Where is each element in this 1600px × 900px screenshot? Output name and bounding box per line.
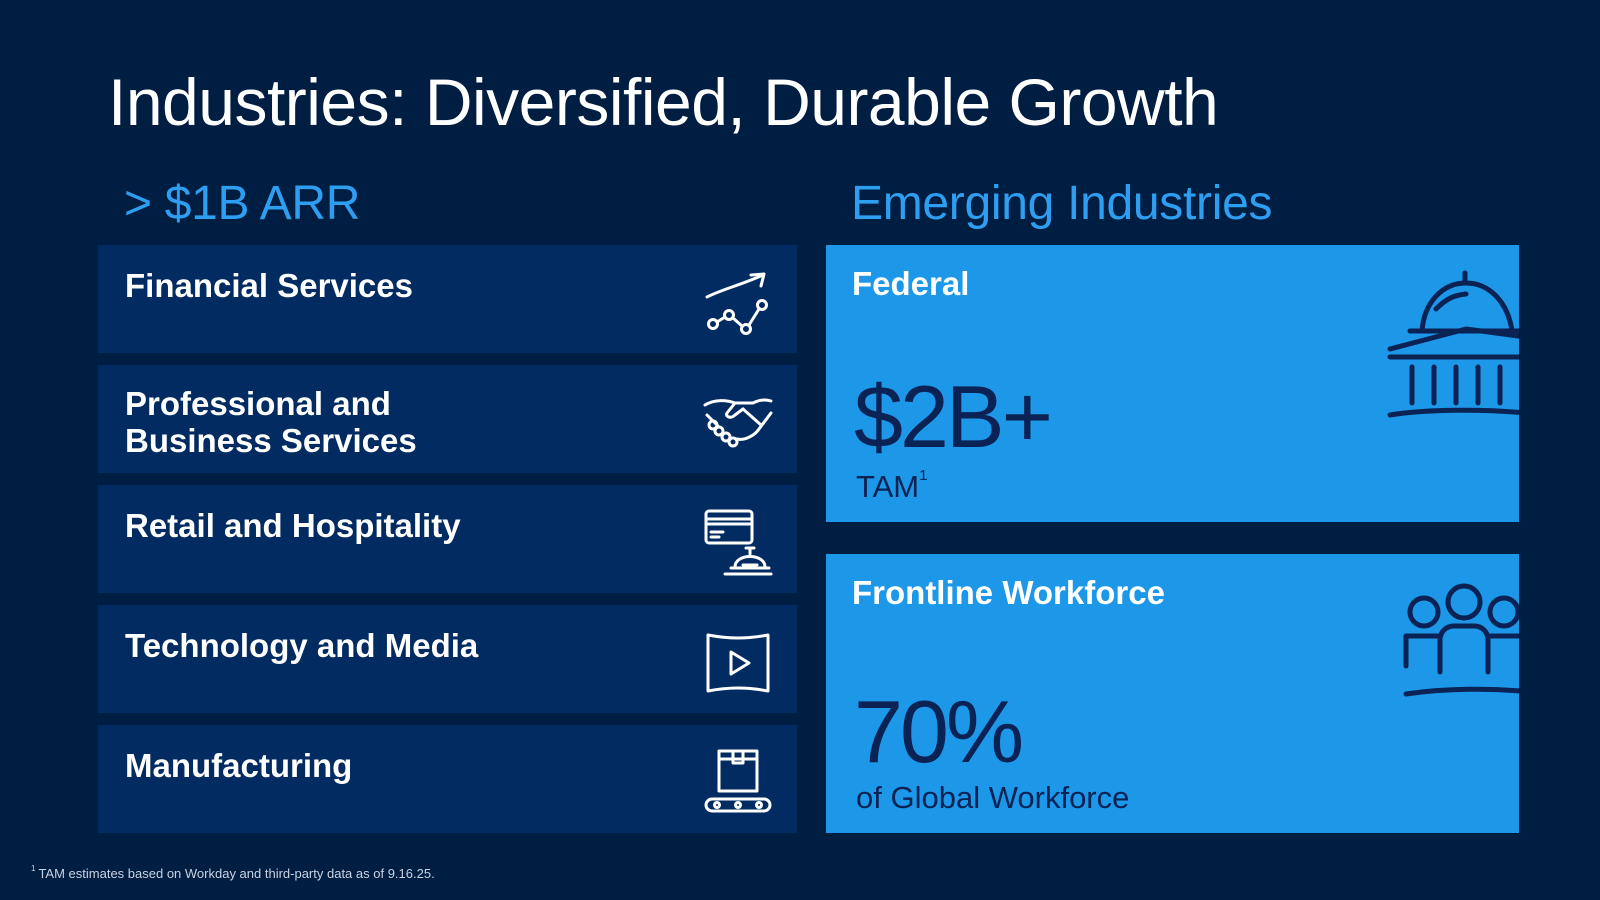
emerging-value: $2B+ — [854, 367, 1053, 466]
emerging-sub-text: of Global Workforce — [856, 780, 1130, 815]
industry-card-manufacturing: Manufacturing — [98, 725, 797, 833]
emerging-sub: TAM1 — [856, 467, 928, 505]
emerging-sub-text: TAM — [856, 469, 920, 504]
industry-label: Retail and Hospitality — [125, 507, 461, 544]
emerging-label: Federal — [852, 265, 970, 302]
people-group-icon — [1402, 582, 1519, 712]
industry-label: Professional and Business Services — [125, 385, 417, 459]
industry-label: Technology and Media — [125, 627, 479, 664]
footnote-text: TAM estimates based on Workday and third… — [38, 866, 435, 881]
footnote: 1 TAM estimates based on Workday and thir… — [31, 864, 435, 881]
emerging-card-frontline: Frontline Workforce 70% of Global Workfo… — [826, 554, 1519, 833]
industry-card-technology: Technology and Media — [98, 605, 797, 713]
card-and-bell-icon — [701, 505, 775, 579]
footnote-mark: 1 — [919, 467, 928, 484]
emerging-sub: of Global Workforce — [856, 780, 1129, 816]
box-conveyor-icon — [701, 745, 775, 819]
industry-label: Financial Services — [125, 267, 413, 304]
arr-heading: > $1B ARR — [124, 177, 361, 230]
emerging-heading: Emerging Industries — [851, 177, 1273, 230]
footnote-mark: 1 — [31, 864, 36, 873]
industry-card-financial: Financial Services — [98, 245, 797, 353]
industry-card-professional: Professional and Business Services — [98, 365, 797, 473]
emerging-label: Frontline Workforce — [852, 574, 1165, 611]
emerging-value: 70% — [854, 682, 1024, 781]
emerging-card-federal: Federal $2B+ TAM1 — [826, 245, 1519, 522]
capitol-building-icon — [1386, 269, 1519, 419]
play-screen-icon — [701, 625, 775, 699]
trend-chart-icon — [701, 265, 775, 339]
industry-card-retail: Retail and Hospitality — [98, 485, 797, 593]
handshake-icon — [701, 385, 775, 459]
page-title: Industries: Diversified, Durable Growth — [108, 65, 1219, 139]
industry-label: Manufacturing — [125, 747, 353, 784]
